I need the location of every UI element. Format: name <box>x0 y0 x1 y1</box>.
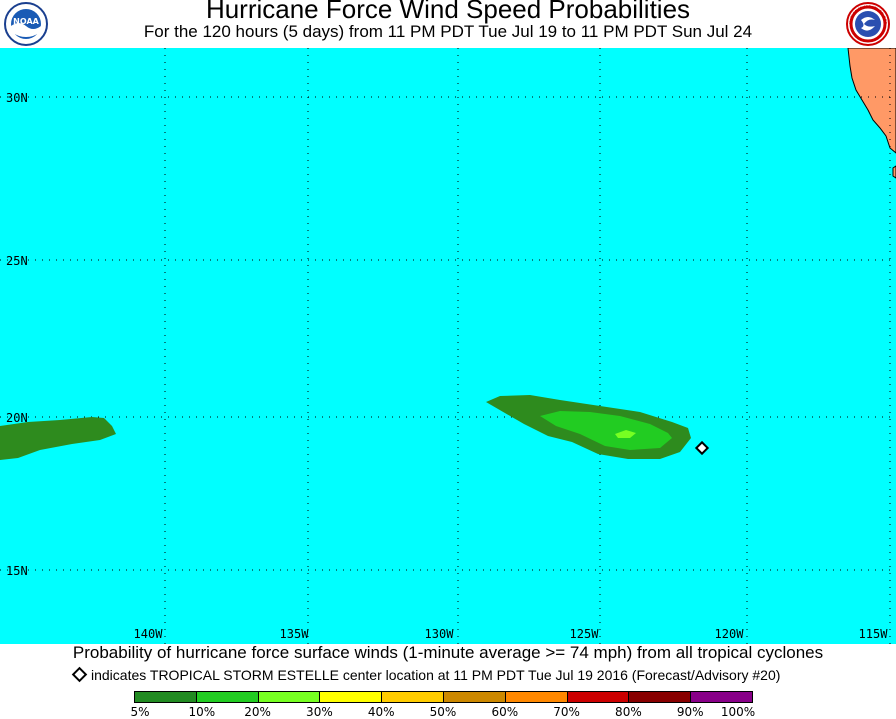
legend-swatch <box>504 691 568 703</box>
legend-label: 30% <box>306 705 333 719</box>
page-subtitle: For the 120 hours (5 days) from 11 PM PD… <box>143 22 753 41</box>
nws-logo-icon: NATIONAL WEATHER SERVICE <box>845 0 890 46</box>
storm-center-diamond-icon <box>71 666 88 683</box>
noaa-logo-text: NOAA <box>13 17 39 26</box>
lat-label-25n: 25N <box>6 254 28 268</box>
lat-label-15n: 15N <box>6 564 28 578</box>
lon-label-125w: 125W <box>570 627 600 641</box>
east-probability-area-core <box>615 430 636 438</box>
legend-label: 5% <box>130 705 150 719</box>
storm-note: indicates TROPICAL STORM ESTELLE center … <box>71 666 781 683</box>
ocean <box>0 48 896 644</box>
legend-label: 80% <box>615 705 642 719</box>
legend-swatch <box>443 691 506 703</box>
legend-label: 60% <box>491 705 519 719</box>
legend-label: 90% <box>676 705 704 719</box>
noaa-logo-icon: NOAA <box>4 2 48 46</box>
legend-label: 10% <box>188 705 216 719</box>
lon-label-130w: 130W <box>425 627 455 641</box>
legend-swatch <box>628 691 692 703</box>
legend-label: 100% <box>720 705 756 719</box>
map-caption: Probability of hurricane force surface w… <box>72 643 824 662</box>
footer: Probability of hurricane force surface w… <box>0 643 896 719</box>
mexico-coastline-land <box>847 48 896 154</box>
legend-swatch <box>257 691 321 703</box>
probability-map: 30N 25N 20N 15N 140W 135W 130W 125W 120W… <box>0 48 896 644</box>
lon-label-140w: 140W <box>134 627 164 641</box>
legend-swatch <box>381 691 445 703</box>
lat-label-30n: 30N <box>6 91 28 105</box>
legend-label: 50% <box>429 705 457 719</box>
lon-label-135w: 135W <box>280 627 310 641</box>
lon-label-115w: 115W <box>859 627 889 641</box>
legend-swatch <box>319 691 383 703</box>
legend-label: 70% <box>553 705 580 719</box>
storm-note-text: indicates TROPICAL STORM ESTELLE center … <box>91 667 781 683</box>
legend-swatch <box>690 691 754 703</box>
header: NOAA Hurricane Force Wind Speed Probabil… <box>0 0 896 48</box>
legend-swatch <box>566 691 630 703</box>
legend-label: 20% <box>244 705 271 719</box>
graticule <box>0 48 896 644</box>
page-title: Hurricane Force Wind Speed Probabilities <box>205 0 691 24</box>
gulf-land <box>892 165 896 179</box>
east-probability-area-inner <box>540 411 672 450</box>
legend-label: 40% <box>367 705 395 719</box>
legend-swatch <box>195 691 259 703</box>
probability-legend: 5% 10% 20% 30% 40% 50% 60% 70% 80% 90% 100% <box>0 689 896 719</box>
lat-label-20n: 20N <box>6 411 28 425</box>
lon-label-120w: 120W <box>715 627 745 641</box>
legend-swatch <box>134 691 197 703</box>
west-probability-area <box>0 417 116 460</box>
storm-center-marker-icon <box>694 440 710 456</box>
